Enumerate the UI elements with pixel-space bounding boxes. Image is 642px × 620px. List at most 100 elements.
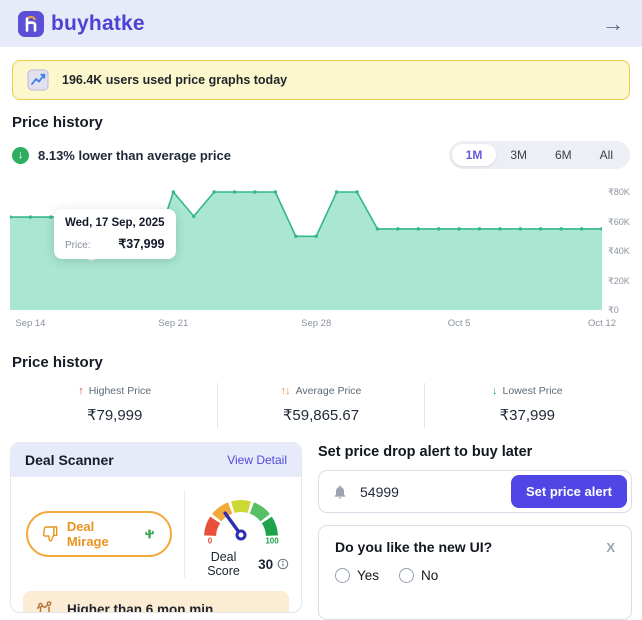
- y-tick-label: ₹80K: [608, 187, 630, 197]
- gauge-segment: [204, 516, 221, 537]
- expand-arrow-icon[interactable]: →: [602, 10, 624, 36]
- stat-value: ₹59,865.67: [282, 407, 360, 424]
- tab-3m[interactable]: 3M: [496, 144, 541, 166]
- close-icon[interactable]: X: [606, 539, 615, 555]
- up-arrow-icon: ↑: [78, 385, 83, 397]
- data-point: [518, 227, 523, 231]
- data-point: [171, 190, 176, 194]
- stat-average-price: ↑↓ Average Price ₹59,865.67: [217, 383, 423, 428]
- radio-circle-icon[interactable]: [335, 568, 350, 583]
- price-stats-section: Price history ↑ Highest Price ₹79,999 ↑↓…: [0, 354, 642, 428]
- radio-circle-icon[interactable]: [399, 568, 415, 583]
- usage-banner: 196.4K users used price graphs today: [12, 60, 630, 100]
- data-point: [294, 234, 298, 238]
- set-price-alert-button[interactable]: Set price alert: [511, 475, 627, 508]
- survey-card: Do you like the new UI? X Yes No: [318, 525, 632, 620]
- gauge-segment: [249, 502, 270, 522]
- price-history-title: Price history: [12, 114, 103, 131]
- tab-6m[interactable]: 6M: [541, 144, 586, 166]
- tab-1m[interactable]: 1M: [451, 144, 497, 166]
- y-tick-label: ₹40K: [608, 246, 630, 256]
- chart-plot-area[interactable]: Wed, 17 Sep, 2025 Price: ₹37,999: [10, 189, 602, 313]
- x-tick-label: Oct 12: [588, 318, 616, 329]
- price-insight: ↓ 8.13% lower than average price: [12, 146, 231, 164]
- usage-banner-text: 196.4K users used price graphs today: [62, 73, 288, 87]
- area-fill: [10, 192, 602, 310]
- x-tick-label: Oct 5: [447, 318, 471, 329]
- x-tick-label: Sep 21: [158, 318, 189, 329]
- data-point: [28, 215, 33, 219]
- down-arrow-icon: ↓: [492, 385, 497, 397]
- deal-score-gauge: 0 100: [204, 500, 279, 546]
- up-down-arrows-icon: ↑↓: [280, 385, 291, 397]
- deal-score-label: Deal Score: [207, 550, 240, 578]
- price-insight-text: 8.13% lower than average price: [38, 147, 231, 163]
- data-point: [192, 214, 196, 219]
- gauge-segment: [212, 502, 233, 522]
- price-stats-title: Price history: [12, 354, 103, 371]
- y-tick-label: ₹20K: [608, 275, 630, 286]
- price-history-chart[interactable]: Wed, 17 Sep, 2025 Price: ₹37,999 ₹80K ₹60…: [0, 187, 642, 332]
- tab-all[interactable]: All: [586, 144, 627, 166]
- data-point: [49, 215, 53, 219]
- gauge-min-label: 0: [208, 537, 213, 545]
- tooltip-date: Wed, 17 Sep, 2025: [65, 217, 165, 229]
- down-arrow-badge-icon: ↓: [12, 146, 29, 164]
- stat-value: ₹37,999: [499, 407, 556, 424]
- gauge-max-label: 100: [265, 537, 279, 545]
- data-point: [253, 190, 257, 194]
- app-header: buyhatke →: [0, 0, 642, 47]
- data-point: [273, 190, 278, 194]
- data-point: [579, 227, 584, 231]
- buyhatke-logo-icon: [18, 10, 44, 37]
- tooltip-price-value: ₹37,999: [118, 237, 165, 251]
- alert-price-input[interactable]: [358, 482, 468, 501]
- data-point: [436, 227, 441, 231]
- tooltip-price-label: Price:: [65, 240, 91, 251]
- y-axis: ₹80K ₹60K ₹40K ₹20K ₹0: [602, 187, 642, 315]
- data-point: [416, 227, 420, 231]
- info-icon[interactable]: [277, 558, 289, 570]
- cactus-icon: [145, 529, 154, 539]
- stat-label: Lowest Price: [502, 385, 563, 397]
- data-point: [600, 227, 602, 231]
- data-point: [539, 227, 543, 231]
- brand: buyhatke: [18, 10, 145, 37]
- brand-name: buyhatke: [51, 11, 145, 35]
- data-point: [559, 227, 563, 231]
- y-tick-label: ₹0: [608, 305, 619, 315]
- gauge-needle-hub: [235, 529, 247, 541]
- data-point: [477, 227, 482, 231]
- deal-scanner-header: Deal Scanner View Detail: [11, 443, 301, 477]
- data-point: [314, 234, 318, 238]
- survey-option-yes[interactable]: Yes: [335, 568, 379, 583]
- stat-lowest-price: ↓ Lowest Price ₹37,999: [423, 383, 630, 428]
- data-point: [457, 227, 461, 231]
- survey-question: Do you like the new UI?: [335, 539, 493, 555]
- x-tick-label: Sep 28: [301, 318, 332, 329]
- gauge-segment: [261, 516, 278, 537]
- price-graph-icon: [27, 69, 49, 91]
- survey-option-no[interactable]: No: [399, 568, 438, 583]
- gauge-segment: [231, 500, 251, 514]
- price-trend-icon: [36, 601, 52, 612]
- deal-scanner-title: Deal Scanner: [25, 452, 114, 468]
- data-point: [375, 227, 380, 231]
- data-point: [232, 190, 237, 194]
- deal-note-text: Higher than 6 mon min: [67, 601, 214, 613]
- thumbs-down-icon: [42, 526, 58, 542]
- data-point: [212, 190, 216, 194]
- view-detail-link[interactable]: View Detail: [227, 453, 287, 467]
- chart-tooltip: Wed, 17 Sep, 2025 Price: ₹37,999: [54, 209, 176, 259]
- data-point: [355, 190, 359, 194]
- stat-highest-price: ↑ Highest Price ₹79,999: [12, 383, 217, 428]
- range-tabs: 1M 3M 6M All: [448, 141, 630, 169]
- vertical-divider: [184, 490, 185, 578]
- data-point: [498, 227, 502, 231]
- stat-value: ₹79,999: [86, 407, 143, 424]
- deal-note-banner: Higher than 6 mon min: [23, 591, 289, 613]
- data-point: [396, 227, 400, 231]
- stat-label: Highest Price: [88, 385, 152, 397]
- data-point: [10, 215, 12, 219]
- bell-icon: [334, 485, 346, 499]
